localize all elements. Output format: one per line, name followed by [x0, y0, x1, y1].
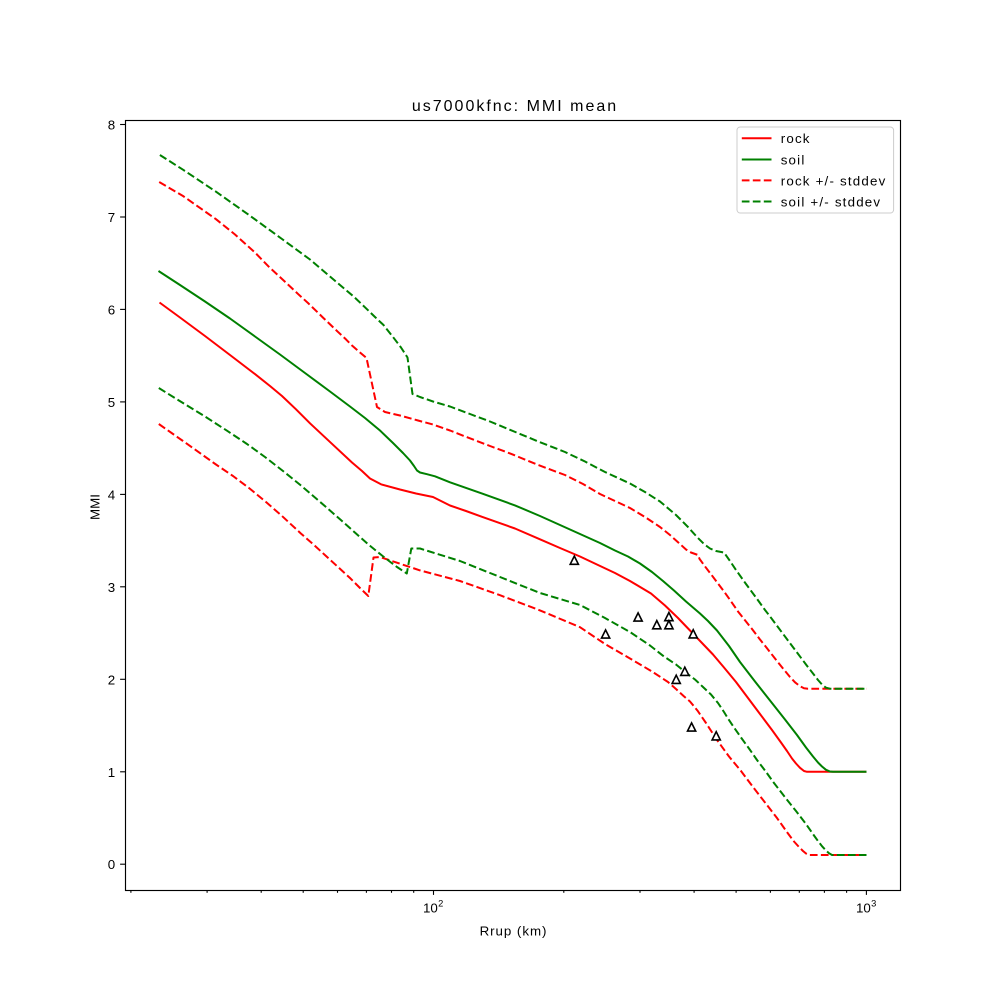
svg-text:1: 1: [108, 765, 115, 780]
svg-text:3: 3: [108, 580, 115, 595]
svg-text:10: 10: [423, 901, 438, 916]
svg-text:5: 5: [108, 395, 115, 410]
svg-text:rock: rock: [781, 131, 811, 146]
svg-text:6: 6: [108, 302, 115, 317]
svg-text:7: 7: [108, 210, 115, 225]
svg-text:0: 0: [108, 857, 115, 872]
svg-text:MMI: MMI: [88, 494, 103, 520]
svg-text:us7000kfnc: MMI mean: us7000kfnc: MMI mean: [412, 98, 618, 115]
svg-text:soil: soil: [781, 153, 806, 168]
svg-text:10: 10: [856, 901, 871, 916]
svg-text:3: 3: [871, 899, 876, 909]
svg-text:rock +/- stddev: rock +/- stddev: [781, 173, 887, 188]
svg-text:2: 2: [108, 672, 115, 687]
svg-text:4: 4: [108, 487, 116, 502]
svg-text:Rrup (km): Rrup (km): [480, 924, 548, 939]
svg-text:2: 2: [438, 899, 443, 909]
svg-text:8: 8: [108, 118, 115, 133]
svg-text:soil +/- stddev: soil +/- stddev: [781, 195, 882, 210]
